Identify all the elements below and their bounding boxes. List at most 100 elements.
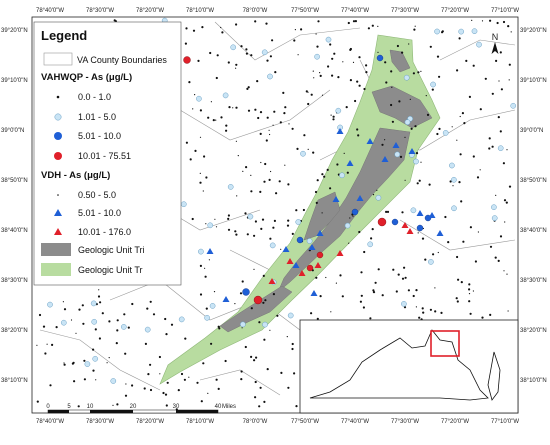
top-lon-label: 77°40'0"W xyxy=(341,8,369,14)
vahwqp-point xyxy=(505,201,508,204)
vahwqp-point xyxy=(314,190,318,194)
vahwqp-point xyxy=(144,326,151,333)
vdh-point xyxy=(307,91,309,93)
vahwqp-point xyxy=(97,295,101,298)
vahwqp-point xyxy=(403,74,410,81)
scale-tick-label: 5 xyxy=(67,404,71,410)
vahwqp-class-1-5-points xyxy=(47,17,517,384)
vahwqp-point xyxy=(306,238,313,244)
vahwqp-point xyxy=(261,49,268,56)
vahwqp-point xyxy=(275,192,278,195)
vahwqp-point xyxy=(431,88,434,91)
vahwqp-point xyxy=(463,122,466,125)
vahwqp-point xyxy=(185,141,188,144)
vahwqp-point xyxy=(500,88,503,91)
vahwqp-point xyxy=(349,79,352,82)
vahwqp-point xyxy=(287,219,290,222)
top-lon-label: 78°20'0"W xyxy=(136,8,164,14)
vdh-point xyxy=(335,282,337,284)
vdh-point xyxy=(352,215,354,217)
vahwqp-point xyxy=(508,63,511,66)
vahwqp-point xyxy=(127,326,130,329)
vdh-point xyxy=(498,80,500,82)
vahwqp-point xyxy=(352,20,356,23)
bottom-lon-label: 78°0'0"W xyxy=(243,419,268,425)
legend-vahwqp-class-4: 10.01 - 75.51 xyxy=(78,151,131,161)
vahwqp-point xyxy=(472,155,475,158)
vahwqp-point xyxy=(259,132,262,135)
vdh-point xyxy=(321,212,323,214)
vahwqp-point xyxy=(426,113,430,116)
vahwqp-point xyxy=(220,116,223,119)
vahwqp-point xyxy=(432,253,435,256)
vahwqp-point xyxy=(332,115,335,118)
vdh-point xyxy=(125,383,127,385)
vahwqp-point xyxy=(225,129,228,132)
vahwqp-point xyxy=(244,345,247,349)
vahwqp-point xyxy=(381,294,384,297)
vahwqp-point xyxy=(416,182,419,185)
vdh-point xyxy=(420,161,422,163)
vahwqp-point xyxy=(273,219,276,222)
vahwqp-point xyxy=(225,124,228,127)
vahwqp-point xyxy=(197,59,200,63)
bottom-lon-label: 78°20'0"W xyxy=(136,419,164,425)
vahwqp-point xyxy=(317,20,320,23)
vahwqp-point xyxy=(488,137,491,140)
vahwqp-point xyxy=(264,162,267,166)
vahwqp-point xyxy=(280,371,283,374)
vdh-point xyxy=(199,172,201,174)
vahwqp-point xyxy=(235,233,238,236)
vdh-point xyxy=(202,190,204,192)
vdh-point xyxy=(330,311,332,313)
right-lat-label: 38°30'0"N xyxy=(520,278,547,284)
vahwqp-point xyxy=(404,119,411,126)
vahwqp-point xyxy=(451,205,457,212)
vdh-point xyxy=(313,77,315,79)
vahwqp-point xyxy=(203,155,206,158)
vahwqp-point xyxy=(254,220,257,223)
vdh-point xyxy=(188,376,190,378)
vahwqp-point xyxy=(207,116,210,119)
vdh-point xyxy=(425,95,427,97)
vdh-point xyxy=(269,133,271,136)
vahwqp-point xyxy=(152,313,156,316)
vahwqp-point xyxy=(413,28,416,31)
vahwqp-point xyxy=(296,147,299,150)
vahwqp-point xyxy=(184,337,187,340)
vahwqp-point xyxy=(83,378,86,381)
vahwqp-point xyxy=(456,300,459,303)
vahwqp-point xyxy=(362,306,365,309)
left-lat-label: 38°30'0"N xyxy=(1,278,28,284)
vahwqp-point xyxy=(337,76,340,79)
vahwqp-point xyxy=(336,163,339,166)
vahwqp-point xyxy=(269,242,276,249)
vdh-point xyxy=(112,404,114,406)
vahwqp-point xyxy=(479,108,482,111)
vahwqp-point xyxy=(258,405,261,408)
vdh-point xyxy=(280,248,282,250)
vahwqp-point xyxy=(149,388,153,392)
right-lat-label: 38°50'0"N xyxy=(520,178,547,184)
vahwqp-point xyxy=(115,342,118,345)
vahwqp-point xyxy=(51,343,54,346)
right-lat-label: 38°40'0"N xyxy=(520,228,547,234)
vahwqp-point xyxy=(499,235,503,238)
vahwqp-point xyxy=(259,190,262,193)
vdh-point xyxy=(319,72,321,74)
vahwqp-point xyxy=(293,39,296,42)
vahwqp-point xyxy=(254,396,257,399)
vahwqp-point xyxy=(497,145,504,152)
vahwqp-point xyxy=(250,54,253,57)
vahwqp-point xyxy=(428,183,431,186)
vahwqp-point xyxy=(401,277,405,280)
vahwqp-point xyxy=(246,87,249,90)
vahwqp-point xyxy=(401,211,404,214)
vahwqp-point xyxy=(407,289,410,292)
vdh-point xyxy=(288,123,290,125)
vahwqp-point xyxy=(192,29,196,32)
vahwqp-point xyxy=(472,64,475,67)
vdh-point xyxy=(377,51,379,54)
vahwqp-point xyxy=(218,327,221,330)
scale-bar: 0 5 10 20 30 40 Miles xyxy=(46,404,236,414)
